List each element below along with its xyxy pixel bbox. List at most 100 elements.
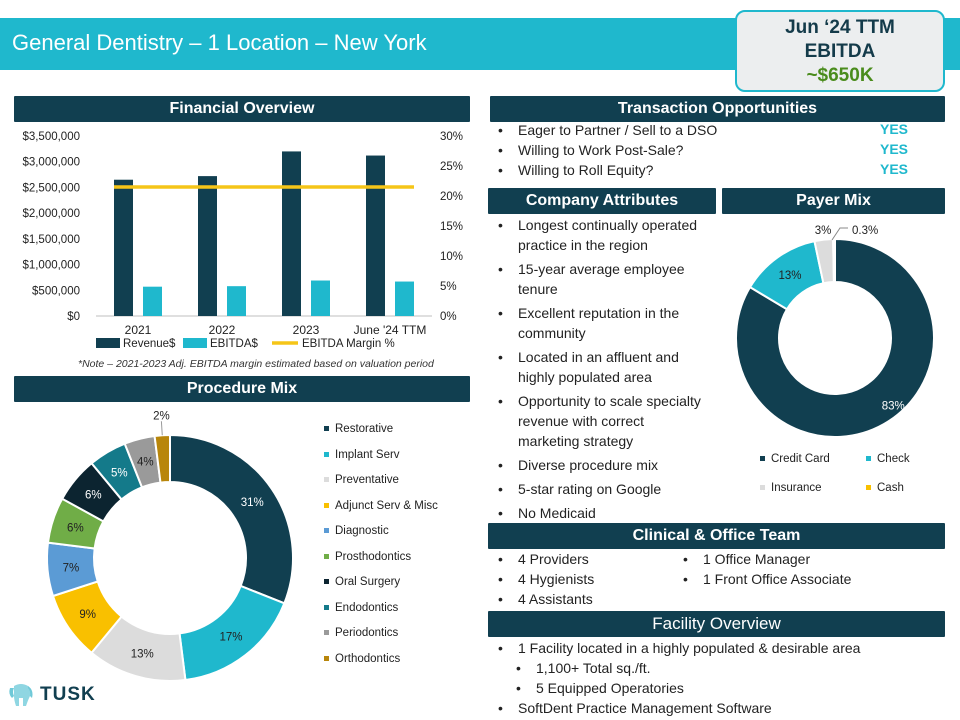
y2-tick-label: 20%: [440, 191, 463, 203]
legend-label: Adjunct Serv & Misc: [335, 499, 438, 512]
ebitda-value: ~$650K: [806, 65, 874, 86]
legend-item: Check: [866, 453, 910, 465]
leader-line: [160, 421, 163, 436]
attribute-item: • Diverse procedure mix: [498, 457, 659, 473]
ebitda-bar: [311, 280, 330, 316]
legend-item: Insurance: [760, 482, 822, 494]
donut-slice: [169, 433, 294, 605]
legend-label: Periodontics: [335, 627, 399, 639]
legend-label: Revenue$: [123, 338, 176, 350]
x-tick-label: 2021: [125, 323, 152, 337]
revenue-bar: [198, 176, 217, 316]
legend-label: Prosthodontics: [335, 550, 412, 563]
ebitda-period: Jun ‘24 TTM: [785, 17, 895, 38]
legend-item: Adjunct Serv & Misc: [324, 500, 438, 512]
donut-data-label: 13%: [131, 649, 154, 661]
revenue-bar: [114, 179, 133, 316]
legend-swatch: [760, 485, 765, 491]
payer-mix-donut: 83% 13% 3% 0.3%: [735, 225, 935, 438]
donut-data-label: 0.3%: [852, 225, 878, 237]
attribute-item: • Excellent reputation in the community: [498, 305, 680, 341]
attribute-item: • No Medicaid: [498, 505, 596, 521]
team-item: • 4 Assistants: [498, 591, 593, 607]
clinical-office-team-header: Clinical & Office Team: [488, 523, 945, 549]
payer-mix-header: Payer Mix: [722, 188, 945, 214]
y-tick-label: $2,500,000: [22, 182, 80, 194]
ebitda-bar: [143, 286, 162, 316]
donut-slice: [735, 237, 935, 438]
donut-data-label: 4%: [137, 457, 154, 469]
donut-data-label: 7%: [63, 562, 80, 574]
transaction-answer: YES: [880, 121, 909, 137]
legend-label: Restorative: [335, 423, 394, 435]
legend-swatch: [866, 456, 871, 462]
transaction-item: • Willing to Work Post-Sale?: [498, 142, 684, 158]
financial-overview-header: Financial Overview: [14, 96, 470, 122]
x-tick-label: 2022: [209, 323, 236, 337]
attribute-item: • 5-star rating on Google: [498, 481, 662, 497]
legend-swatch: [324, 477, 329, 483]
legend-label: Cash: [877, 482, 904, 494]
team-item: • 4 Providers: [498, 551, 589, 567]
legend-swatch: [760, 456, 765, 462]
y-tick-label: $3,000,000: [22, 157, 80, 169]
ebitda-callout: Jun ‘24 TTM EBITDA ~$650K: [735, 10, 945, 92]
legend-label: Implant Serv: [335, 448, 400, 461]
team-item: • 1 Office Manager: [683, 551, 811, 567]
y-tick-label: $500,000: [32, 285, 80, 297]
donut-data-label: 17%: [219, 632, 242, 644]
transaction-answer: YES: [880, 161, 909, 177]
y2-tick-label: 0%: [440, 311, 457, 323]
leader-line: [831, 227, 848, 241]
revenue-bar: [366, 155, 385, 316]
y-tick-label: $0: [67, 311, 80, 323]
attribute-item: • Longest continually operated practice in…: [498, 217, 698, 253]
legend-label: Credit Card: [771, 453, 830, 465]
legend-item: Orthodontics: [324, 653, 400, 665]
y2-tick-label: 10%: [440, 251, 463, 263]
legend-item: Implant Serv: [324, 449, 400, 461]
legend-label: Check: [877, 453, 910, 465]
facility-subitem: • 1,100+ Total sq./ft.: [516, 660, 651, 676]
y-tick-label: $1,000,000: [22, 260, 80, 272]
legend-swatch: [324, 579, 329, 585]
y2-tick-label: 15%: [440, 221, 463, 233]
legend-item: Endodontics: [324, 602, 398, 614]
legend-item: Prosthodontics: [324, 551, 411, 563]
legend-swatch: [96, 338, 120, 348]
facility-item: • SoftDent Practice Management Software: [498, 700, 772, 716]
legend-swatch: [324, 553, 329, 559]
donut-data-label: 6%: [67, 522, 84, 534]
ebitda-label: EBITDA: [804, 41, 876, 62]
transaction-item: • Willing to Roll Equity?: [498, 162, 654, 178]
donut-data-label: 13%: [778, 270, 801, 282]
y2-tick-label: 5%: [440, 281, 457, 293]
legend-label: EBITDA Margin %: [302, 338, 395, 350]
y-tick-label: $2,000,000: [22, 208, 80, 220]
chart-note: *Note – 2021-2023 Adj. EBITDA margin est…: [78, 358, 434, 370]
procedure-mix-header: Procedure Mix: [14, 376, 470, 402]
donut-data-label: 83%: [882, 400, 905, 412]
y-tick-label: $3,500,000: [22, 131, 80, 143]
legend-swatch: [324, 604, 329, 610]
donut-data-label: 2%: [153, 410, 170, 422]
facility-overview-header: Facility Overview: [488, 611, 945, 637]
legend-swatch: [183, 338, 207, 348]
legend-swatch: [324, 451, 329, 457]
donut-data-label: 9%: [79, 609, 96, 621]
tusk-logo-text: TUSK: [40, 684, 96, 705]
ebitda-bar: [395, 281, 414, 316]
y2-tick-label: 25%: [440, 161, 463, 173]
legend-swatch: [324, 630, 329, 636]
procedure-mix-donut: 31% 17% 13% 9% 7% 6% 6% 5% 4% 2%: [46, 410, 294, 682]
transaction-item: • Eager to Partner / Sell to a DSO: [498, 122, 718, 138]
legend-item: Cash: [866, 482, 904, 494]
legend-swatch: [324, 655, 329, 661]
legend-item: Diagnostic: [324, 525, 389, 537]
attribute-item: • Opportunity to scale specialty revenue w…: [498, 393, 701, 449]
legend-item: Credit Card: [760, 453, 830, 465]
y-tick-label: $1,500,000: [22, 234, 80, 246]
legend-label: Insurance: [771, 482, 822, 494]
legend-label: Endodontics: [335, 601, 399, 614]
legend-item: Restorative: [324, 423, 393, 435]
